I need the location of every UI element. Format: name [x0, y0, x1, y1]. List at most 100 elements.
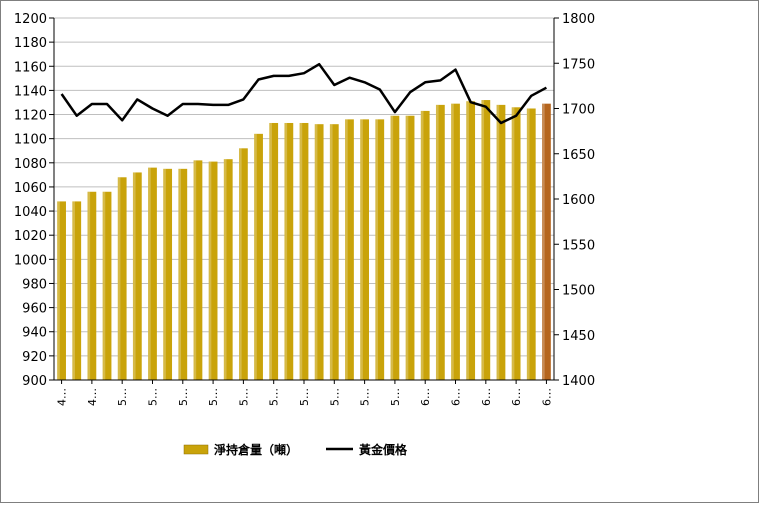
left-tick-label: 900 — [22, 374, 47, 389]
left-tick-label: 1120 — [14, 109, 47, 124]
bar-highlight — [284, 122, 288, 380]
bar-highlight — [239, 148, 242, 380]
x-tick-label: 6… — [510, 388, 523, 406]
right-tick-label: 1700 — [562, 103, 595, 118]
right-tick-label: 1550 — [562, 238, 595, 253]
bar-highlight — [496, 104, 500, 380]
bar-highlight — [526, 108, 530, 380]
bar-highlight — [481, 100, 485, 380]
left-tick-label: 1020 — [14, 229, 47, 244]
bar-highlight — [254, 133, 257, 380]
legend: 淨持倉量（噸） 黃金價格 — [183, 442, 408, 457]
bar-highlight — [223, 159, 227, 380]
left-tick-label: 1040 — [14, 205, 47, 220]
bar-highlight — [178, 168, 182, 380]
right-tick-label: 1600 — [562, 193, 595, 208]
bar — [102, 191, 112, 380]
bar — [526, 108, 536, 380]
x-tick-label: 5… — [328, 388, 341, 406]
left-tick-label: 1200 — [14, 12, 47, 27]
left-tick-label: 1100 — [14, 133, 47, 148]
bar — [148, 167, 157, 380]
bar — [239, 148, 248, 380]
left-tick-label: 960 — [22, 302, 47, 317]
x-tick-label: 6… — [450, 388, 463, 406]
bar-highlight — [208, 161, 212, 380]
bar — [420, 110, 430, 380]
left-tick-label: 1080 — [14, 157, 47, 172]
bar-highlight — [87, 191, 91, 380]
bar — [254, 133, 263, 380]
bar — [451, 103, 460, 380]
legend-line-label: 黃金價格 — [358, 442, 408, 457]
x-tick-label: 4… — [56, 388, 69, 406]
x-tick-label: 5… — [207, 388, 220, 406]
bar — [314, 124, 324, 380]
bar-highlight — [405, 115, 409, 381]
bar — [496, 104, 506, 380]
bar-highlight — [511, 107, 515, 380]
left-tick-label: 1000 — [14, 253, 47, 268]
x-tick-label: 5… — [298, 388, 311, 406]
bar-series — [57, 100, 551, 381]
x-tick-label: 5… — [177, 388, 190, 406]
bar — [57, 201, 66, 380]
bar — [466, 101, 476, 380]
bar — [360, 119, 369, 381]
bar-highlight — [314, 124, 318, 380]
bar — [481, 100, 491, 380]
x-tick-label: 5… — [237, 388, 250, 406]
left-tick-label: 1140 — [14, 84, 47, 99]
bar-highlight — [466, 101, 469, 380]
bar-highlight — [72, 201, 75, 380]
bar — [72, 201, 82, 380]
legend-bar-swatch — [183, 444, 209, 455]
bar-highlight — [117, 177, 121, 380]
bar — [299, 122, 309, 380]
x-tick-label: 5… — [146, 388, 159, 406]
bar-highlight — [329, 124, 333, 380]
x-tick-label: 6… — [540, 388, 553, 406]
right-tick-label: 1400 — [562, 374, 595, 389]
bar — [390, 115, 400, 381]
bar — [269, 122, 279, 380]
bar — [542, 103, 551, 380]
x-tick-label: 4… — [86, 388, 99, 406]
right-tick-label: 1650 — [562, 148, 595, 163]
left-tick-label: 1160 — [14, 60, 47, 75]
bar — [163, 168, 173, 380]
x-axis-ticks: 4… 4… 5… 5… 5… 5… 5… 5… 5… 5… 5… 5… 6… 6… 6… 6… 6… — [56, 380, 553, 406]
bar-highlight — [375, 119, 378, 381]
bar — [511, 107, 521, 380]
bar — [117, 177, 127, 380]
x-tick-label: 6… — [419, 388, 432, 406]
bar-highlight — [435, 104, 439, 380]
bar — [375, 119, 385, 381]
bar — [284, 122, 294, 380]
bar — [178, 168, 188, 380]
bar — [208, 161, 218, 380]
bar-highlight — [57, 201, 60, 380]
bar — [345, 119, 354, 381]
bar — [329, 124, 339, 380]
bar-highlight — [542, 103, 545, 380]
right-axis-ticks: 1400 1450 1500 1550 1600 1650 1700 1750 1800 — [554, 12, 595, 389]
bar-highlight — [345, 119, 348, 381]
right-tick-label: 1750 — [562, 57, 595, 72]
bar-highlight — [148, 167, 151, 380]
right-tick-label: 1800 — [562, 12, 595, 27]
left-tick-label: 980 — [22, 277, 47, 292]
bar-highlight — [132, 172, 136, 380]
legend-bar-label: 淨持倉量（噸） — [213, 442, 298, 457]
bar — [223, 159, 233, 380]
bar — [132, 172, 142, 380]
bar-highlight — [163, 168, 166, 380]
x-tick-label: 5… — [359, 388, 372, 406]
left-tick-label: 1060 — [14, 181, 47, 196]
bar-highlight — [193, 160, 197, 380]
bar-highlight — [420, 110, 424, 380]
x-tick-label: 5… — [268, 388, 281, 406]
line-series — [60, 62, 547, 125]
